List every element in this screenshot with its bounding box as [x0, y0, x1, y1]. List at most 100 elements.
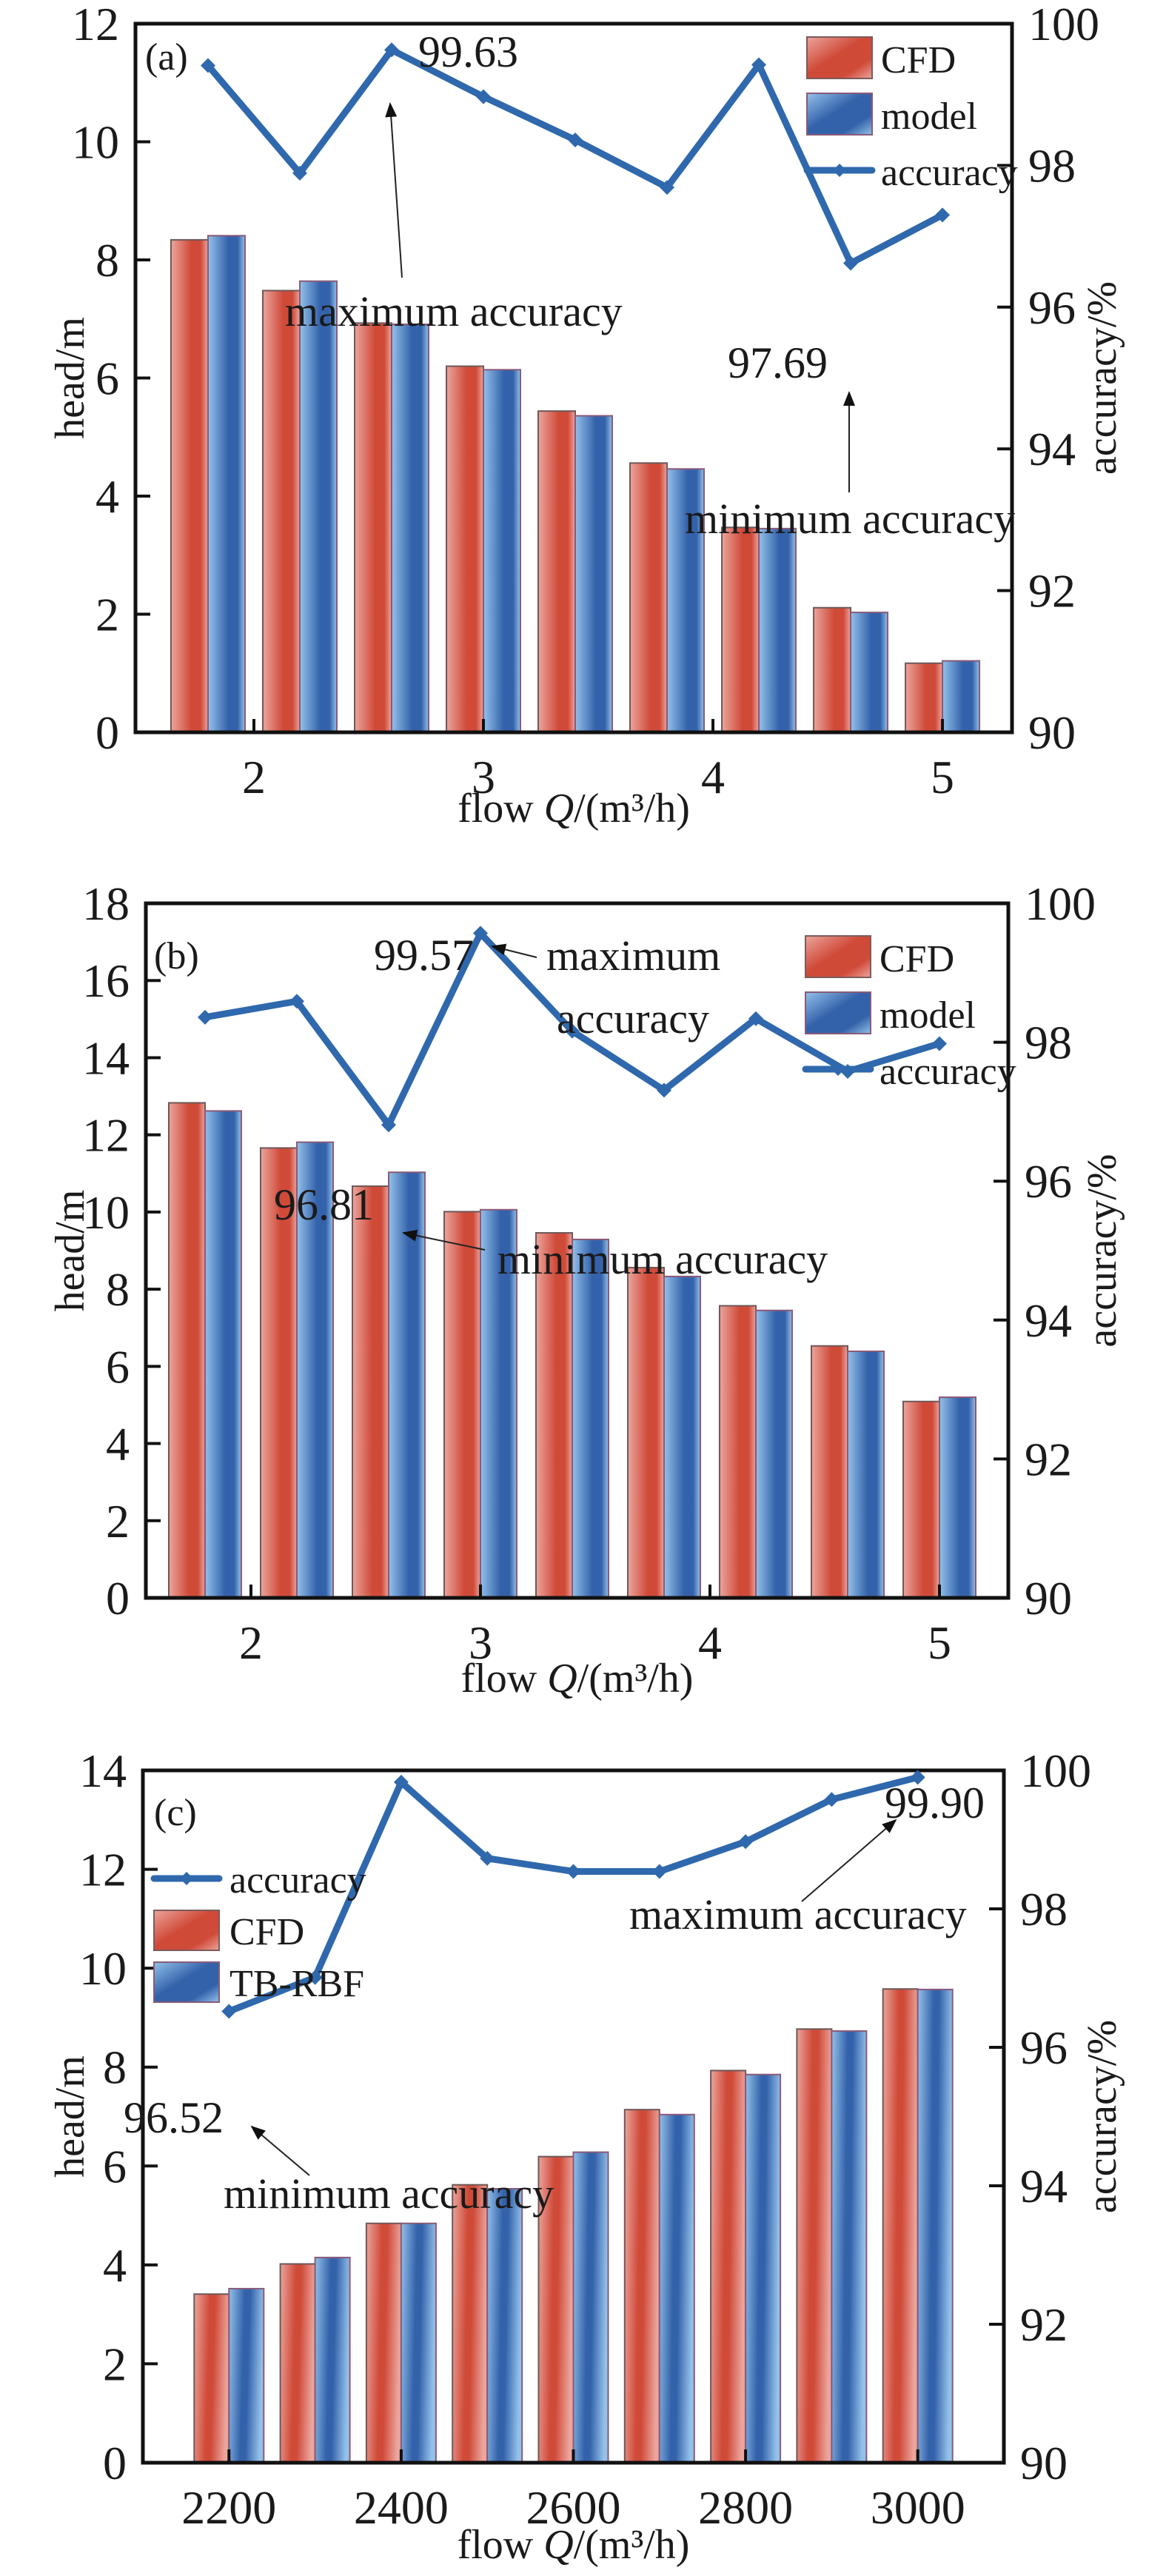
bar-cfd-1 [261, 290, 301, 734]
x-axis: 2200 2400 2600 2800 3000 [181, 2449, 965, 2534]
legend-marker [833, 164, 846, 177]
accuracy-point-1 [307, 1970, 323, 1985]
y-axis-right: 90 92 94 96 98 100 [997, 0, 1099, 759]
y-tick-label: 12 [79, 1844, 127, 1896]
bar-cfd-5 [623, 2109, 660, 2463]
y2-tick-label: 90 [1028, 706, 1076, 759]
x-axis-title: flow Q/(m³/h) [458, 2522, 690, 2568]
annotation-value: 99.63 [418, 27, 518, 76]
legend-label: accuracy [881, 152, 1018, 194]
x-tick-label: 3 [472, 751, 495, 803]
x-axis: 2 3 4 5 [239, 1585, 951, 1669]
accuracy-point-1 [289, 994, 304, 1009]
y2-tick-label: 100 [1028, 0, 1099, 50]
legend-swatch [153, 1910, 220, 1951]
legend-marker [831, 1063, 845, 1076]
bar-tb-rbf-8 [917, 1988, 954, 2463]
x-tick-label: 2400 [354, 2481, 449, 2534]
y-axis-left: 0 2 4 6 8 10 12 [72, 0, 150, 759]
x-tick-label: 4 [698, 1616, 722, 1669]
x-axis-title-symbol: Q [544, 786, 574, 832]
panel-tag: (b) [154, 935, 199, 977]
bar-layer [167, 1102, 976, 1599]
bar-cfd-7 [810, 1345, 848, 1599]
y-tick-label: 6 [106, 1340, 130, 1393]
bar-model-1 [298, 280, 338, 733]
legend-label: accuracy [229, 1859, 366, 1901]
legend: accuracy CFD TB-RBF [150, 1859, 366, 2005]
panel-b: 0 2 4 6 8 10 12 14 16 18 90 92 94 96 98 100 2 3 4 5 head/m ac… [47, 877, 1125, 1702]
y2-tick-label: 98 [1020, 1883, 1068, 1936]
x-axis-title-prefix: flow [461, 1656, 548, 1702]
bar-model-5 [663, 1275, 701, 1599]
bar-model-6 [758, 527, 797, 733]
accuracy-point-8 [935, 207, 951, 223]
x-tick-label: 5 [931, 751, 954, 803]
bar-cfd-8 [905, 662, 944, 734]
accuracy-point-5 [651, 1864, 667, 1879]
y-tick-label: 4 [103, 2239, 127, 2292]
y2-tick-label: 92 [1025, 1433, 1072, 1485]
y2-tick-label: 100 [1025, 877, 1096, 930]
y-axis-title: head/m [47, 2055, 93, 2178]
x-axis-title-symbol: Q [547, 1656, 577, 1702]
y-tick-label: 18 [82, 877, 130, 930]
annotation-arrow [385, 102, 403, 278]
y2-tick-label: 94 [1020, 2160, 1068, 2212]
legend: CFD model accuracy [802, 935, 1016, 1093]
bar-cfd-5 [626, 1266, 665, 1599]
annotation-text: minimum accuracy [224, 2169, 554, 2218]
accuracy-point-6 [738, 1834, 754, 1850]
bar-cfd-2 [353, 322, 392, 733]
panel-a: 0 2 4 6 8 10 12 90 92 94 96 98 100 2 3 4 5 head/m accuracy… [47, 0, 1125, 832]
legend-swatch [153, 1961, 220, 2003]
legend-label: model [881, 96, 977, 138]
bar-cfd-7 [813, 606, 852, 733]
bar-tb-rbf-3 [486, 2188, 523, 2463]
accuracy-point-8 [931, 1036, 947, 1051]
y-tick-label: 6 [103, 2140, 127, 2192]
legend: CFD model accuracy [803, 36, 1018, 194]
legend-item-accuracy: accuracy [802, 1051, 1016, 1093]
y2-tick-label: 90 [1020, 2437, 1068, 2489]
bar-layer [193, 1988, 954, 2464]
annotation-arrow [402, 1229, 486, 1251]
x-tick-label: 2800 [698, 2481, 793, 2534]
y-tick-label: 14 [82, 1031, 130, 1084]
bar-model-8 [938, 1396, 976, 1599]
x-axis-title-symbol: Q [543, 2522, 573, 2568]
bar-model-7 [850, 612, 889, 733]
annotation-arrow [250, 2125, 310, 2176]
x-tick-label: 5 [928, 1616, 951, 1669]
bar-cfd-6 [710, 2070, 747, 2464]
y-tick-label: 4 [106, 1418, 130, 1471]
accuracy-point-2 [393, 1774, 409, 1790]
accuracy-point-6 [751, 57, 767, 73]
legend-label: accuracy [879, 1051, 1016, 1093]
bar-cfd-8 [902, 1400, 940, 1599]
bar-tb-rbf-5 [658, 2113, 695, 2464]
y-tick-label: 10 [82, 1186, 130, 1239]
x-axis-title: flow Q/(m³/h) [458, 786, 690, 832]
y2-axis-title: accuracy/% [1079, 281, 1125, 475]
accuracy-point-4 [564, 1023, 580, 1039]
annotation-max: 99.90 maximum accuracy [629, 1779, 985, 1938]
annotation-value: 99.90 [885, 1779, 985, 1827]
accuracy-point-0 [200, 58, 215, 73]
annotation-min: 97.69 minimum accuracy [685, 338, 1015, 543]
accuracy-point-5 [656, 1083, 671, 1098]
y2-tick-label: 96 [1028, 281, 1076, 334]
annotation-value: 97.69 [728, 338, 828, 387]
accuracy-point-3 [476, 89, 492, 104]
legend-item-model: model [806, 93, 977, 138]
legend-item-model: model [805, 991, 976, 1037]
panel-tag: (c) [154, 1792, 197, 1834]
annotation-text: maximum [546, 931, 720, 980]
x-tick-label: 3 [469, 1616, 492, 1669]
bar-tb-rbf-4 [572, 2151, 609, 2463]
legend-item-accuracy: accuracy [150, 1859, 366, 1901]
legend-swatch [806, 36, 873, 79]
panel-tag: (a) [145, 36, 188, 78]
legend-label: CFD [879, 938, 954, 980]
bar-cfd-4 [535, 1232, 573, 1599]
